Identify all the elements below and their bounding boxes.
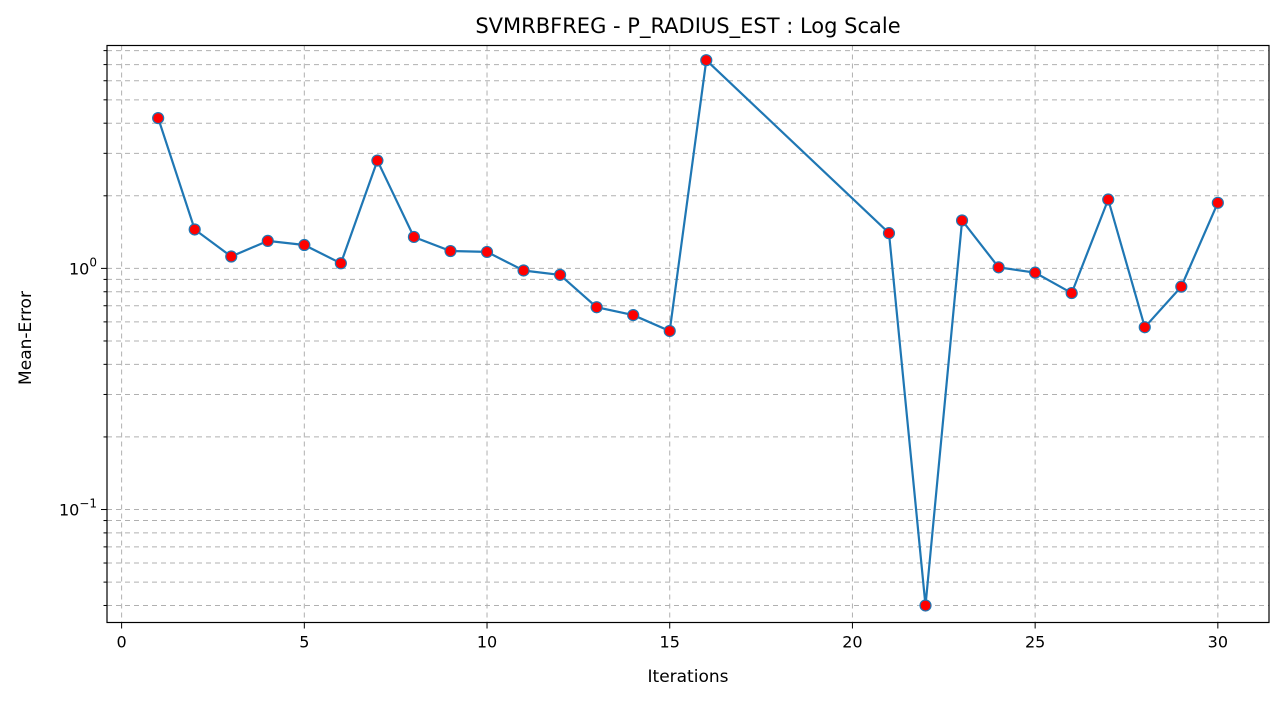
data-point bbox=[261, 234, 274, 248]
data-point bbox=[152, 111, 165, 125]
chart-title: SVMRBFREG - P_RADIUS_EST : Log Scale bbox=[475, 14, 900, 39]
x-axis-label: Iterations bbox=[648, 667, 729, 687]
data-point bbox=[919, 599, 932, 612]
data-point bbox=[882, 227, 896, 240]
grid bbox=[107, 45, 1269, 623]
data-point bbox=[1029, 266, 1042, 279]
data-point bbox=[480, 245, 494, 259]
x-tick-label: 0 bbox=[117, 633, 127, 652]
data-point bbox=[407, 230, 421, 244]
data-point bbox=[371, 154, 384, 167]
data-point bbox=[1065, 286, 1078, 300]
data-point bbox=[955, 214, 969, 227]
y-tick-label: 100 bbox=[69, 255, 97, 278]
x-tick-label: 20 bbox=[842, 633, 862, 652]
series bbox=[152, 54, 1224, 612]
data-point bbox=[992, 261, 1005, 274]
series-line bbox=[157, 57, 1219, 606]
data-point bbox=[554, 268, 567, 281]
data-point bbox=[517, 264, 530, 277]
x-tick-label: 15 bbox=[660, 633, 680, 652]
data-point bbox=[1138, 321, 1151, 334]
data-point bbox=[188, 223, 201, 236]
data-point bbox=[1175, 280, 1188, 293]
x-tick-label: 25 bbox=[1025, 633, 1045, 652]
y-tick-exponent: −1 bbox=[79, 497, 97, 511]
x-tick-label: 10 bbox=[477, 633, 497, 652]
x-tick-label: 5 bbox=[299, 633, 309, 652]
y-tick-base: 10 bbox=[59, 501, 79, 520]
data-point bbox=[700, 54, 713, 67]
y-axis-label: Mean-Error bbox=[16, 291, 36, 385]
data-point bbox=[1211, 196, 1224, 209]
data-point bbox=[444, 244, 457, 258]
data-point bbox=[663, 324, 676, 338]
y-tick-exponent: 0 bbox=[89, 255, 97, 269]
data-point bbox=[298, 238, 311, 252]
y-tick-label: 10−1 bbox=[59, 497, 97, 520]
data-point bbox=[627, 309, 640, 322]
data-point bbox=[590, 301, 603, 314]
data-point bbox=[334, 257, 347, 270]
data-point bbox=[1102, 193, 1115, 206]
data-point bbox=[225, 250, 238, 263]
plot-frame bbox=[106, 44, 1270, 624]
x-tick-label: 30 bbox=[1208, 633, 1228, 652]
y-tick-base: 10 bbox=[69, 259, 89, 278]
